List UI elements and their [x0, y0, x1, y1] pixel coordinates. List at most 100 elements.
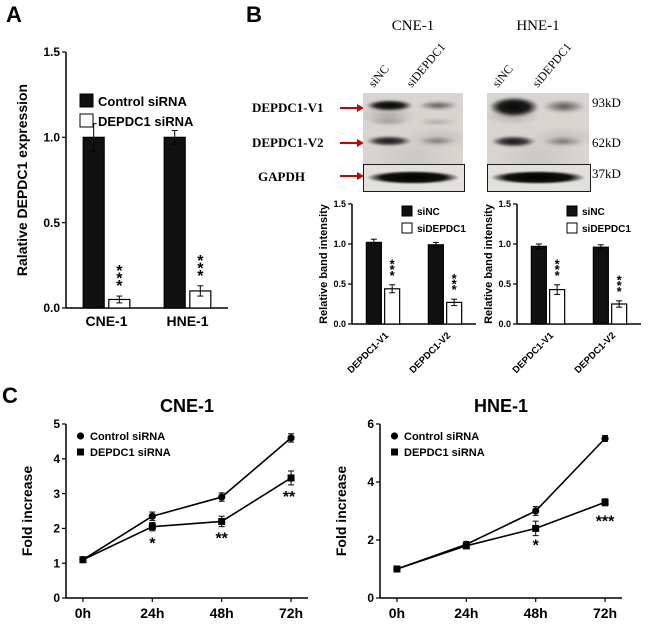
blot-band [366, 136, 412, 146]
y-tick-label: 0 [53, 591, 60, 605]
significance-stars: * [617, 273, 623, 288]
lane-label-sidepdc1-1: siDEPDC1 [403, 40, 449, 90]
x-category-label: DEPDC1-V1 [346, 330, 392, 376]
legend-swatch [566, 222, 578, 234]
significance-stars: * [555, 262, 561, 277]
y-tick-label: 0.0 [43, 301, 60, 315]
x-category-label: DEPDC1-V1 [511, 330, 557, 376]
x-tick-label: 72h [593, 605, 617, 621]
data-line [396, 501, 606, 570]
size-marker-93kd: 93kD [592, 95, 621, 110]
significance-stars: ** [283, 489, 296, 506]
blot-gapdh-strip-cne1 [363, 164, 465, 192]
significance-stars: * [452, 282, 458, 297]
x-category-label: CNE-1 [85, 313, 127, 329]
chart-title: HNE-1 [474, 396, 528, 416]
legend-label: siNC [582, 207, 605, 218]
significance-stars: * [197, 268, 204, 285]
lane-label-sinc-1: siNC [365, 62, 392, 90]
chart-title: CNE-1 [160, 396, 214, 416]
legend-swatch [79, 113, 94, 128]
y-tick-label: 1.5 [333, 199, 346, 209]
y-tick-label: 2 [53, 522, 60, 536]
panel-c-label: C [2, 383, 18, 408]
blot-band [366, 100, 413, 111]
blot-col-header-hne1: HNE-1 [516, 18, 560, 34]
lane-label-sidepdc1-2: siDEPDC1 [529, 40, 575, 90]
blot-membrane-cne1 [363, 93, 463, 168]
x-tick-label: 48h [210, 605, 234, 621]
y-tick-label: 6 [367, 417, 374, 431]
square-marker [218, 517, 226, 525]
bar [82, 136, 105, 309]
legend-swatch [401, 222, 413, 234]
y-tick-label: 3 [53, 487, 60, 501]
y-tick-label: 4 [53, 452, 60, 466]
blot-row-label-v1: DEPDC1-V1 [252, 100, 324, 115]
legend-square-marker [391, 448, 398, 456]
blot-band [418, 119, 456, 125]
panel-a-bar-chart: 0.0 0.5 1.0 1.5 Ralative DEPDC1 expression CN… [14, 45, 228, 329]
y-tick-label: 1.5 [498, 199, 511, 209]
square-marker [148, 523, 156, 531]
circle-marker [218, 493, 226, 501]
legend-swatch [401, 205, 413, 217]
significance-stars: * [390, 257, 396, 272]
blot-band [367, 118, 411, 125]
legend-square-marker [77, 448, 84, 456]
y-tick-label: 0.5 [498, 279, 511, 289]
blot-band [489, 97, 539, 117]
circle-marker [148, 512, 156, 520]
square-marker [532, 524, 540, 532]
blot-band [491, 171, 585, 184]
y-axis-label: Fold increase [333, 466, 349, 556]
significance-stars: * [116, 271, 123, 288]
significance-stars: * [533, 537, 540, 554]
y-tick-label: 1.5 [43, 45, 60, 59]
legend-label: DEPDC1 siRNA [404, 447, 485, 459]
x-category-label: DEPDC1-V2 [408, 330, 453, 375]
data-line [82, 477, 292, 561]
significance-stars: * [197, 253, 204, 270]
blot-col-header-cne1: CNE-1 [391, 18, 435, 34]
significance-stars: * [116, 263, 123, 280]
legend-swatch [566, 205, 578, 217]
significance-stars: *** [596, 513, 615, 530]
blot-row-label-gapdh: GAPDH [258, 169, 305, 184]
circle-marker [532, 507, 540, 515]
blot-band [491, 136, 536, 147]
y-axis-label: Fold increase [19, 466, 35, 556]
y-tick-label: 0.0 [333, 319, 346, 329]
legend-label: DEPDC1 siRNA [90, 447, 171, 459]
square-marker [462, 542, 470, 550]
x-tick-label: 0h [75, 605, 91, 621]
significance-stars: * [390, 262, 396, 277]
significance-stars: * [555, 268, 561, 283]
significance-stars: * [116, 278, 123, 295]
bar [365, 241, 382, 325]
y-tick-label: 1.0 [43, 131, 60, 145]
x-category-label: HNE-1 [166, 313, 208, 329]
y-axis-label: Ralative DEPDC1 expression [14, 84, 30, 276]
legend-label: siDEPDC1 [417, 224, 466, 235]
circle-marker [601, 434, 609, 443]
legend-label: Control siRNA [404, 431, 479, 443]
x-category-label: DEPDC1-V2 [573, 330, 618, 375]
significance-stars: * [390, 268, 396, 283]
bar [384, 288, 401, 325]
red-arrow-icon [340, 139, 364, 147]
y-tick-label: 5 [53, 417, 60, 431]
bar [530, 245, 547, 325]
panel-a-label: A [6, 2, 22, 27]
x-tick-label: 0h [389, 605, 405, 621]
x-tick-label: 72h [279, 605, 303, 621]
y-tick-label: 4 [367, 475, 374, 489]
x-tick-label: 48h [524, 605, 548, 621]
legend-label: Control siRNA [98, 94, 187, 109]
blot-gapdh-strip-hne1 [487, 164, 591, 192]
legend-label: DEPDC1 siRNA [98, 114, 194, 129]
